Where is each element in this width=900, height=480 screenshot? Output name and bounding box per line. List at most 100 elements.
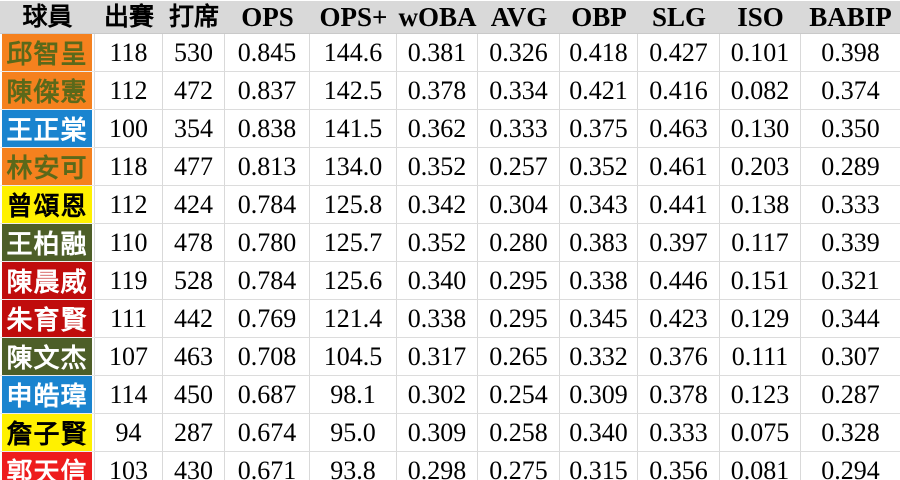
- table-row: 陳傑憲 112 472 0.837 142.5 0.378 0.334 0.42…: [0, 72, 900, 110]
- stat-cell-pa: 528: [163, 262, 225, 300]
- stat-cell-ops-plus: 134.0: [310, 148, 397, 186]
- stat-cell-iso: 0.111: [720, 338, 801, 376]
- player-name-cell: 曾頌恩: [0, 186, 95, 224]
- table-row: 邱智呈 118 530 0.845 144.6 0.381 0.326 0.41…: [0, 34, 900, 72]
- stat-cell-slg: 0.461: [638, 148, 720, 186]
- header-obp: OBP: [571, 2, 627, 32]
- stat-cell-iso: 0.075: [720, 414, 801, 452]
- stat-cell-iso: 0.138: [720, 186, 801, 224]
- stat-cell-games: 112: [95, 72, 163, 110]
- player-name-cell: 詹子賢: [0, 414, 95, 452]
- stat-cell-woba: 0.298: [397, 452, 478, 480]
- player-name: 陳晨威: [2, 262, 92, 299]
- stat-cell-avg: 0.258: [478, 414, 560, 452]
- cropped-cell: [720, 0, 801, 1]
- stat-cell-pa: 430: [163, 452, 225, 480]
- cropped-cell: [163, 0, 225, 1]
- table-row: 申皓瑋 114 450 0.687 98.1 0.302 0.254 0.309…: [0, 376, 900, 414]
- player-name: 申皓瑋: [2, 376, 92, 413]
- stat-cell-obp: 0.309: [560, 376, 638, 414]
- header-ops-plus: OPS+: [319, 2, 388, 32]
- stat-cell-woba: 0.309: [397, 414, 478, 452]
- stat-cell-avg: 0.254: [478, 376, 560, 414]
- stat-cell-avg: 0.295: [478, 262, 560, 300]
- table-header-row: 球員 出賽 打席 OPS OPS+ wOBA AVG OBP SLG ISO B…: [0, 1, 900, 34]
- stat-cell-ops: 0.813: [225, 148, 310, 186]
- stat-cell-woba: 0.362: [397, 110, 478, 148]
- stat-cell-slg: 0.416: [638, 72, 720, 110]
- header-avg: AVG: [490, 2, 548, 32]
- stat-cell-ops-plus: 125.8: [310, 186, 397, 224]
- stat-cell-slg: 0.378: [638, 376, 720, 414]
- stat-cell-babip: 0.333: [801, 186, 900, 224]
- stat-cell-obp: 0.345: [560, 300, 638, 338]
- player-name: 邱智呈: [2, 34, 92, 71]
- stat-cell-ops: 0.674: [225, 414, 310, 452]
- stat-cell-babip: 0.294: [801, 452, 900, 480]
- player-name-cell: 邱智呈: [0, 34, 95, 72]
- player-name-cell: 陳文杰: [0, 338, 95, 376]
- stat-cell-ops-plus: 93.8: [310, 452, 397, 480]
- stat-cell-ops-plus: 125.7: [310, 224, 397, 262]
- table-row: 朱育賢 111 442 0.769 121.4 0.338 0.295 0.34…: [0, 300, 900, 338]
- stat-cell-babip: 0.307: [801, 338, 900, 376]
- stat-cell-avg: 0.295: [478, 300, 560, 338]
- stat-cell-ops-plus: 95.0: [310, 414, 397, 452]
- cropped-cell: [0, 0, 95, 1]
- table-row: 曾頌恩 112 424 0.784 125.8 0.342 0.304 0.34…: [0, 186, 900, 224]
- stat-cell-ops-plus: 142.5: [310, 72, 397, 110]
- player-name: 王正棠: [2, 110, 92, 147]
- header-slg: SLG: [651, 2, 707, 32]
- stat-cell-pa: 450: [163, 376, 225, 414]
- cropped-cell: [310, 0, 397, 1]
- stat-cell-avg: 0.257: [478, 148, 560, 186]
- stat-cell-avg: 0.280: [478, 224, 560, 262]
- stat-cell-pa: 478: [163, 224, 225, 262]
- stat-cell-pa: 463: [163, 338, 225, 376]
- stat-cell-woba: 0.302: [397, 376, 478, 414]
- player-name-cell: 林安可: [0, 148, 95, 186]
- stat-cell-obp: 0.352: [560, 148, 638, 186]
- stat-cell-iso: 0.101: [720, 34, 801, 72]
- header-ops: OPS: [241, 2, 294, 32]
- player-name: 陳文杰: [2, 338, 92, 375]
- stat-cell-pa: 530: [163, 34, 225, 72]
- cropped-cell: [638, 0, 720, 1]
- stat-cell-slg: 0.463: [638, 110, 720, 148]
- stat-cell-obp: 0.375: [560, 110, 638, 148]
- cropped-cell: [478, 0, 560, 1]
- stat-cell-babip: 0.339: [801, 224, 900, 262]
- stat-cell-slg: 0.446: [638, 262, 720, 300]
- stat-cell-ops-plus: 121.4: [310, 300, 397, 338]
- stat-cell-ops: 0.784: [225, 262, 310, 300]
- stat-cell-woba: 0.352: [397, 148, 478, 186]
- stat-cell-slg: 0.356: [638, 452, 720, 480]
- player-name-cell: 郭天信: [0, 452, 95, 480]
- stat-cell-ops: 0.838: [225, 110, 310, 148]
- stat-cell-obp: 0.418: [560, 34, 638, 72]
- stat-cell-slg: 0.427: [638, 34, 720, 72]
- stat-cell-games: 112: [95, 186, 163, 224]
- stat-cell-ops: 0.845: [225, 34, 310, 72]
- stat-cell-babip: 0.350: [801, 110, 900, 148]
- table-row: 陳晨威 119 528 0.784 125.6 0.340 0.295 0.33…: [0, 262, 900, 300]
- stat-cell-ops-plus: 104.5: [310, 338, 397, 376]
- stat-cell-ops-plus: 141.5: [310, 110, 397, 148]
- stat-cell-avg: 0.304: [478, 186, 560, 224]
- stat-cell-pa: 472: [163, 72, 225, 110]
- cropped-cell: [560, 0, 638, 1]
- stat-cell-pa: 354: [163, 110, 225, 148]
- stat-cell-woba: 0.378: [397, 72, 478, 110]
- stat-cell-ops-plus: 98.1: [310, 376, 397, 414]
- stat-cell-games: 111: [95, 300, 163, 338]
- stat-cell-games: 110: [95, 224, 163, 262]
- stat-cell-ops: 0.708: [225, 338, 310, 376]
- stat-cell-iso: 0.130: [720, 110, 801, 148]
- header-player: 球員: [22, 3, 73, 31]
- table-row: 林安可 118 477 0.813 134.0 0.352 0.257 0.35…: [0, 148, 900, 186]
- stat-cell-ops-plus: 144.6: [310, 34, 397, 72]
- stat-cell-woba: 0.352: [397, 224, 478, 262]
- stat-cell-games: 103: [95, 452, 163, 480]
- header-woba: wOBA: [398, 2, 477, 32]
- stat-cell-obp: 0.315: [560, 452, 638, 480]
